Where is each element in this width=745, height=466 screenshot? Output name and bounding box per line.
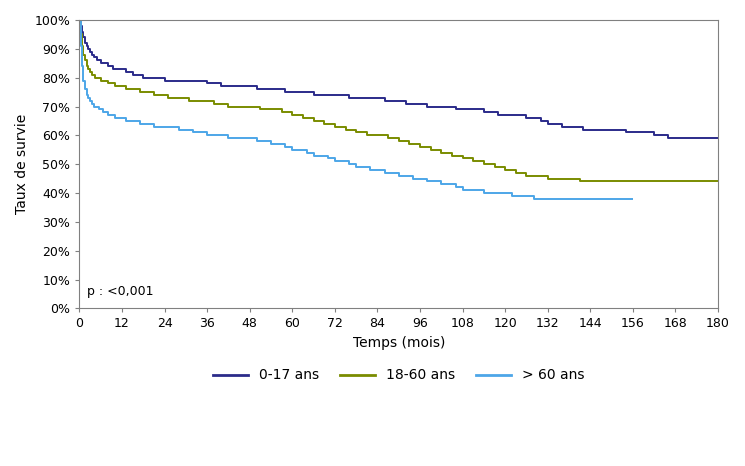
- Legend: 0-17 ans, 18-60 ans, > 60 ans: 0-17 ans, 18-60 ans, > 60 ans: [208, 363, 590, 388]
- X-axis label: Temps (mois): Temps (mois): [352, 336, 445, 350]
- Text: p : <0,001: p : <0,001: [86, 285, 153, 298]
- Y-axis label: Taux de survie: Taux de survie: [15, 114, 29, 214]
